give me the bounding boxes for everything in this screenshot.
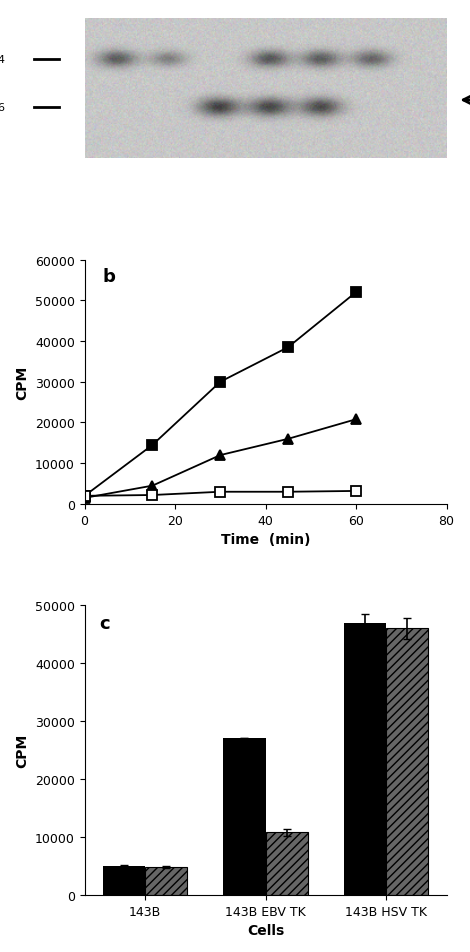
Text: 66: 66 [0, 103, 5, 112]
X-axis label: Time  (min): Time (min) [221, 533, 310, 546]
Y-axis label: CPM: CPM [16, 366, 29, 400]
Y-axis label: CPM: CPM [16, 733, 29, 767]
Bar [266, 832, 308, 895]
Bar [145, 867, 187, 895]
Bar [344, 623, 386, 895]
X-axis label: Cells: Cells [247, 923, 284, 937]
Bar [223, 739, 266, 895]
Bar [386, 628, 428, 895]
Text: c: c [99, 614, 110, 632]
Bar [102, 866, 145, 895]
Text: 97.4: 97.4 [0, 55, 5, 65]
Text: b: b [102, 268, 116, 286]
